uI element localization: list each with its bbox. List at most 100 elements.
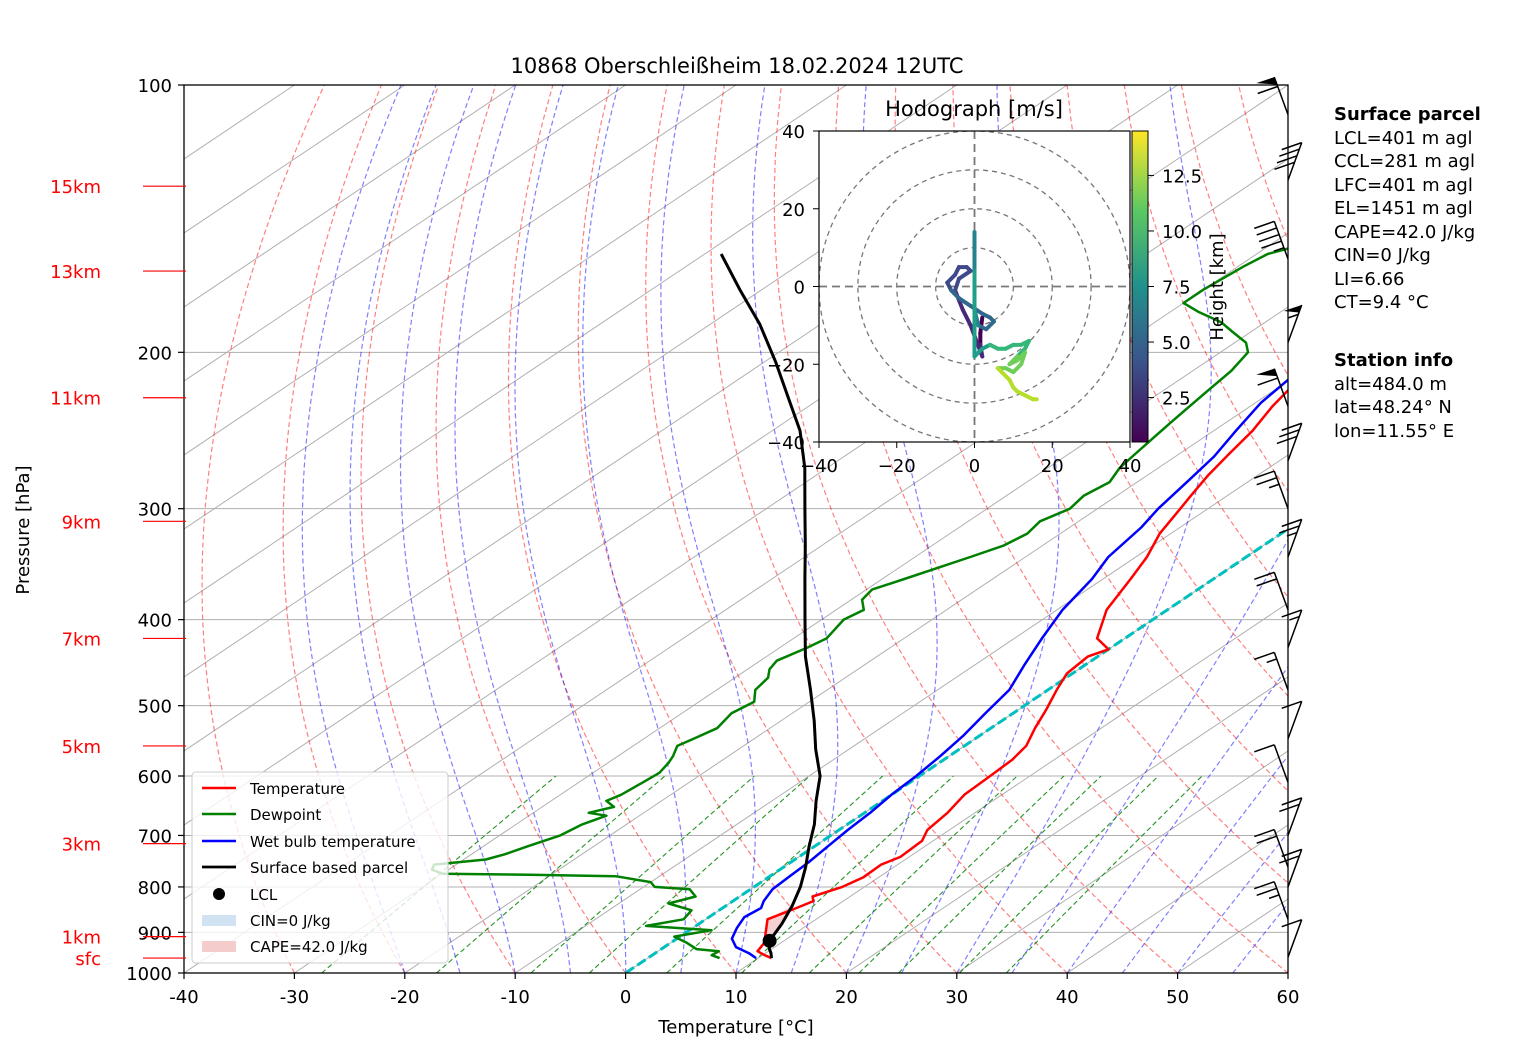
background-lines bbox=[184, 85, 1288, 973]
station-lat: lat=48.24° N bbox=[1334, 397, 1452, 418]
isotherm bbox=[735, 602, 1288, 973]
wind-barb bbox=[1256, 76, 1289, 115]
data-lines bbox=[430, 247, 1288, 960]
colorbar bbox=[1131, 130, 1149, 443]
lcl-value: LCL=401 m agl bbox=[1334, 127, 1473, 149]
y-tick-label: 100 bbox=[138, 76, 172, 97]
barb-staff bbox=[1287, 519, 1303, 558]
barb-half bbox=[1273, 246, 1285, 252]
dry-adiabat bbox=[282, 85, 406, 973]
height-label: 7km bbox=[62, 629, 101, 650]
wind-barb bbox=[1283, 304, 1303, 343]
wind-barb bbox=[1254, 744, 1289, 783]
hodograph-segment bbox=[953, 276, 961, 293]
moist-adiabat bbox=[1011, 538, 1288, 973]
hodo-y-tick-label: 20 bbox=[782, 200, 805, 221]
hodograph-segment bbox=[956, 268, 973, 281]
x-tick-label: 40 bbox=[1056, 987, 1079, 1008]
barb-half bbox=[1268, 894, 1280, 900]
isotherm bbox=[184, 85, 516, 308]
y-tick-label: 1000 bbox=[126, 964, 172, 985]
moist-adiabat bbox=[956, 85, 1212, 973]
x-tick-label: 30 bbox=[945, 987, 968, 1008]
barb-full bbox=[1279, 855, 1300, 864]
legend-cape: CAPE=42.0 J/kg bbox=[250, 938, 368, 956]
hodo-y-tick-label: −20 bbox=[767, 355, 805, 376]
x-tick-label: -20 bbox=[390, 987, 419, 1008]
dry-adiabat bbox=[507, 85, 737, 973]
hodograph-segment bbox=[1019, 350, 1028, 367]
barb-full bbox=[1281, 797, 1302, 806]
wind-barb bbox=[1254, 220, 1289, 260]
moist-adiabat bbox=[399, 85, 516, 973]
barb-full bbox=[1254, 828, 1275, 838]
wind-barb bbox=[1279, 797, 1303, 836]
hodograph-title: Hodograph [m/s] bbox=[885, 97, 1063, 121]
x-tick-label: 50 bbox=[1166, 987, 1189, 1008]
y-tick-label: 200 bbox=[138, 343, 172, 364]
barb-full bbox=[1279, 148, 1300, 157]
legend-cin: CIN=0 J/kg bbox=[250, 912, 331, 930]
hodo-x-tick-label: 0 bbox=[969, 456, 980, 477]
barb-full bbox=[1281, 141, 1302, 151]
mixing-ratio-line bbox=[436, 775, 666, 973]
barb-full bbox=[1279, 803, 1300, 813]
colorbar-tick-label: 12.5 bbox=[1162, 166, 1202, 187]
x-axis-label: Temperature [°C] bbox=[657, 1017, 813, 1038]
barb-full bbox=[1276, 435, 1298, 445]
isotherm bbox=[184, 85, 626, 382]
barb-half bbox=[1286, 531, 1298, 537]
wind-barb bbox=[1279, 848, 1303, 888]
barb-full bbox=[1281, 422, 1302, 431]
hodo-x-tick-label: −40 bbox=[800, 456, 838, 477]
y-tick-label: 700 bbox=[138, 826, 172, 847]
lfc-value: LFC=401 m agl bbox=[1334, 174, 1473, 196]
hodo-y-tick-label: 0 bbox=[794, 278, 805, 299]
hodograph-ring bbox=[896, 208, 1053, 365]
barb-full bbox=[1254, 470, 1275, 479]
barb-full bbox=[1256, 578, 1277, 587]
wind-barb bbox=[1281, 918, 1303, 958]
chart-title: 10868 Oberschleißheim 18.02.2024 12UTC bbox=[511, 54, 964, 78]
dry-adiabat bbox=[952, 85, 1288, 792]
barb-full bbox=[1258, 233, 1280, 243]
wind-barbs bbox=[1254, 76, 1303, 958]
barb-half bbox=[1289, 615, 1300, 621]
barb-half bbox=[1266, 658, 1277, 664]
x-tick-label: -30 bbox=[280, 987, 309, 1008]
barb-staff bbox=[1273, 572, 1289, 611]
dry-adiabat bbox=[1123, 85, 1288, 493]
moist-adiabat bbox=[582, 85, 687, 973]
x-tick-label: 10 bbox=[725, 987, 748, 1008]
barb-full bbox=[1257, 85, 1278, 95]
moist-adiabat bbox=[1232, 902, 1288, 973]
height-label: 9km bbox=[62, 512, 101, 533]
isotherm bbox=[184, 85, 737, 456]
wind-barb bbox=[1256, 368, 1289, 407]
barb-full bbox=[1254, 571, 1275, 580]
mixing-ratio-line bbox=[588, 775, 811, 973]
height-label: 3km bbox=[62, 835, 101, 856]
wind-barb bbox=[1274, 141, 1303, 181]
wind-barb bbox=[1279, 518, 1303, 558]
y-tick-label: 300 bbox=[138, 500, 172, 521]
barb-flag bbox=[1256, 77, 1278, 85]
height-label: sfc bbox=[75, 949, 101, 970]
x-tick-label: 0 bbox=[620, 987, 631, 1008]
mixing-ratio-line bbox=[808, 775, 1018, 973]
dry-adiabat bbox=[360, 85, 516, 973]
li-value: LI=6.66 bbox=[1334, 268, 1405, 290]
barb-staff bbox=[1273, 470, 1289, 509]
lcl-marker bbox=[762, 933, 777, 948]
colorbar-tick-label: 5.0 bbox=[1162, 333, 1191, 354]
barb-staff bbox=[1287, 423, 1303, 462]
wind-barb bbox=[1281, 700, 1303, 740]
colorbar-tick-label: 2.5 bbox=[1162, 389, 1191, 410]
moist-adiabat bbox=[660, 85, 756, 973]
barb-full bbox=[1281, 918, 1302, 928]
y-tick-label: 500 bbox=[138, 697, 172, 718]
hodograph-ring bbox=[857, 169, 1092, 404]
barb-full bbox=[1256, 835, 1277, 844]
height-label: 5km bbox=[62, 737, 101, 758]
